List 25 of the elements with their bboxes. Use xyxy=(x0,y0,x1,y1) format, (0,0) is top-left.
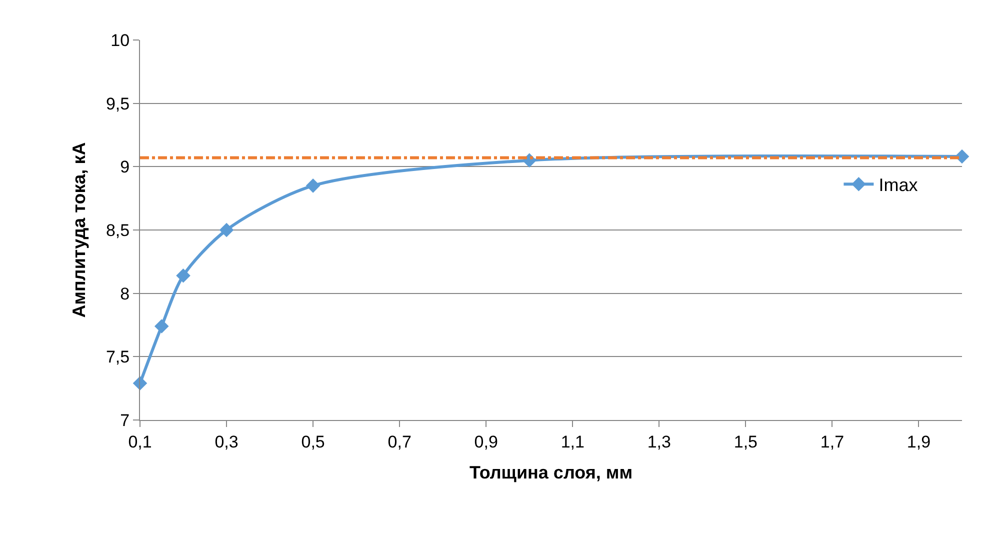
x-tick-label: 1,1 xyxy=(560,432,584,452)
x-tick-label: 1,9 xyxy=(906,432,931,452)
y-tick-label: 9 xyxy=(120,158,130,177)
y-axis-title: Амплитуда тока, кА xyxy=(69,142,90,318)
y-tick-label: 8 xyxy=(120,284,130,304)
point xyxy=(219,222,234,238)
y-tick-label: 7,5 xyxy=(106,348,130,367)
point xyxy=(176,268,190,283)
y-tick-label: 10 xyxy=(110,30,130,50)
point xyxy=(306,178,320,193)
point xyxy=(154,319,169,334)
x-tick-label: 1,3 xyxy=(647,432,671,452)
y-tick-label: 8,5 xyxy=(106,220,130,240)
y-tick-label: 9,5 xyxy=(106,94,130,114)
x-tick-label: 1,7 xyxy=(820,432,844,452)
x-tick-label: 0,3 xyxy=(214,432,238,452)
x-tick-label: 0,5 xyxy=(301,432,325,452)
x-tick-label: 1,5 xyxy=(734,432,758,452)
point xyxy=(954,149,970,164)
x-tick-label: 0,1 xyxy=(128,432,152,452)
x-tick-label: 0,7 xyxy=(388,432,412,452)
x-axis-title: Толщина слоя, мм xyxy=(469,462,633,482)
x-tick-label: 0,9 xyxy=(474,432,498,452)
legend-label: Imax xyxy=(878,175,918,196)
y-tick-label: 7 xyxy=(120,410,130,430)
